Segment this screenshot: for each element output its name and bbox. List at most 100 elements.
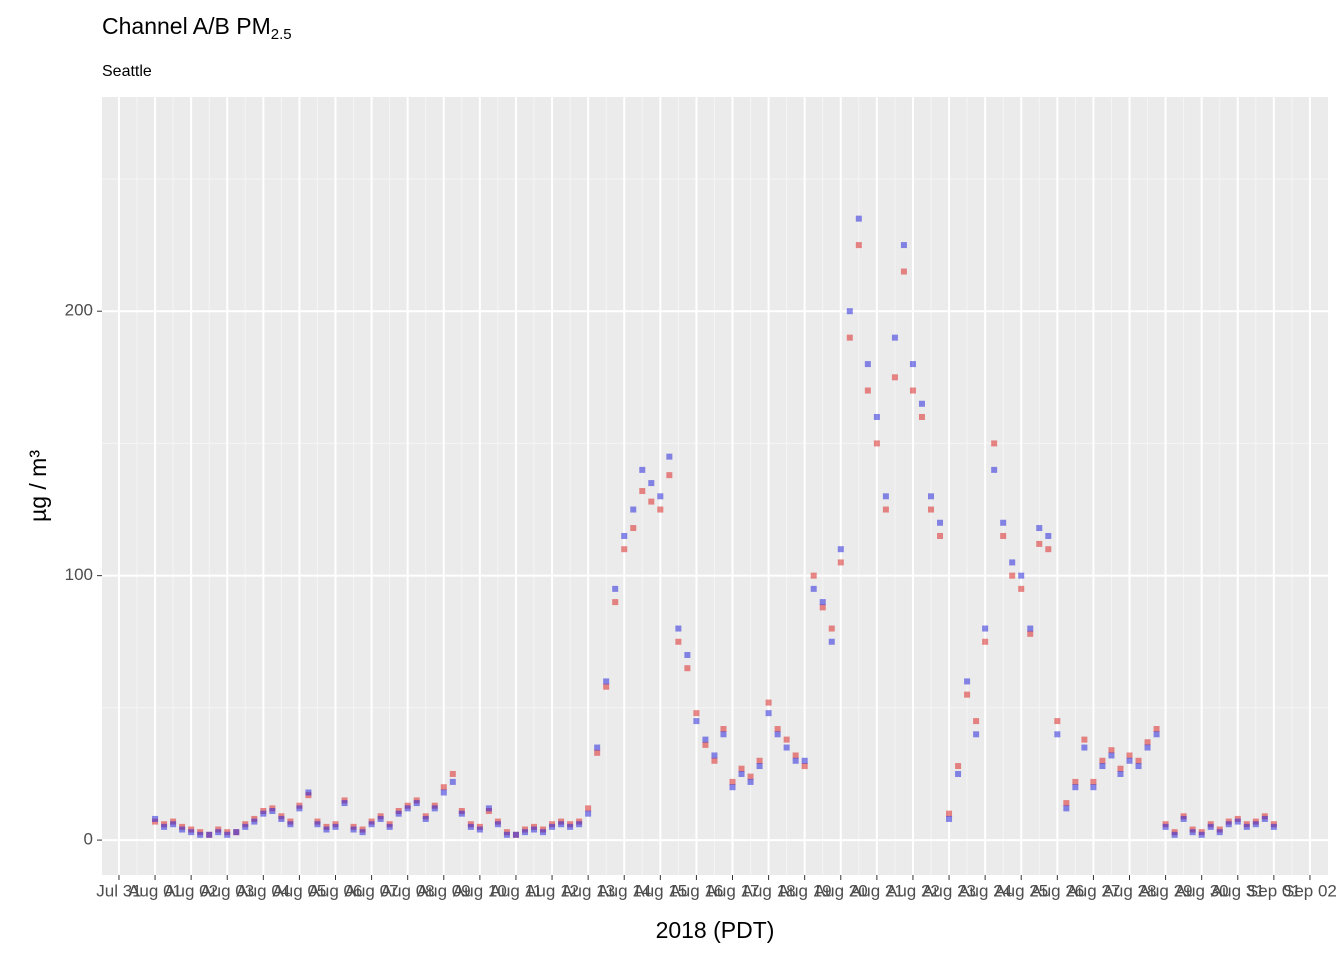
- panel: [102, 97, 1328, 875]
- data-point: [937, 532, 944, 539]
- data-point: [1153, 731, 1160, 738]
- data-point: [639, 466, 646, 473]
- data-point: [612, 599, 619, 606]
- data-point: [928, 493, 935, 500]
- data-point: [1090, 784, 1097, 791]
- data-point: [801, 757, 808, 764]
- data-point: [206, 831, 213, 838]
- data-point: [1198, 831, 1205, 838]
- data-point: [819, 604, 826, 611]
- data-point: [855, 215, 862, 222]
- data-point: [738, 765, 745, 772]
- data-point: [395, 810, 402, 817]
- data-point: [1153, 726, 1160, 733]
- y-tick-label: 100: [65, 565, 93, 584]
- data-point: [476, 826, 483, 833]
- data-point: [1126, 752, 1133, 759]
- data-point: [991, 466, 998, 473]
- data-point: [729, 778, 736, 785]
- data-point: [440, 784, 447, 791]
- x-tick-label: Aug 18: [742, 881, 796, 900]
- data-point: [666, 453, 673, 460]
- x-tick-label: Aug 12: [525, 881, 579, 900]
- data-point: [359, 829, 366, 836]
- data-point: [242, 823, 249, 830]
- data-point: [404, 805, 411, 812]
- x-tick-label: Aug 23: [922, 881, 976, 900]
- x-tick-label: Aug 07: [345, 881, 399, 900]
- x-tick-label: Sep 02: [1283, 881, 1337, 900]
- data-point: [494, 821, 501, 828]
- data-point: [449, 778, 456, 785]
- x-tick-label: Aug 21: [850, 881, 904, 900]
- data-point: [485, 805, 492, 812]
- data-point: [657, 506, 664, 513]
- x-tick-label: Aug 22: [886, 881, 940, 900]
- data-point: [314, 821, 321, 828]
- data-point: [170, 821, 177, 828]
- data-point: [973, 718, 980, 725]
- x-tick-label: Aug 02: [164, 881, 218, 900]
- data-point: [368, 821, 375, 828]
- x-tick-label: Aug 16: [669, 881, 723, 900]
- data-point: [1180, 815, 1187, 822]
- data-point: [1009, 559, 1016, 566]
- data-point: [756, 757, 763, 764]
- data-point: [729, 784, 736, 791]
- data-point: [1144, 739, 1151, 746]
- data-point: [1243, 823, 1250, 830]
- data-point: [1036, 525, 1043, 532]
- data-point: [215, 829, 222, 836]
- data-point: [603, 678, 610, 685]
- x-tick-label: Aug 05: [272, 881, 326, 900]
- data-point: [756, 763, 763, 770]
- data-point: [377, 815, 384, 822]
- data-point: [810, 585, 817, 592]
- data-point: [1135, 757, 1142, 764]
- data-point: [1054, 718, 1061, 725]
- data-point: [801, 763, 808, 770]
- data-point: [765, 699, 772, 706]
- data-point: [955, 763, 962, 770]
- x-tick-label: Jul 31: [96, 881, 141, 900]
- x-tick-label: Aug 24: [958, 881, 1012, 900]
- data-point: [1108, 747, 1115, 754]
- data-point: [549, 823, 556, 830]
- data-point: [973, 731, 980, 738]
- data-point: [828, 638, 835, 645]
- data-point: [765, 710, 772, 717]
- x-tick-label: Aug 09: [417, 881, 471, 900]
- data-point: [711, 752, 718, 759]
- data-point: [747, 778, 754, 785]
- data-point: [1063, 805, 1070, 812]
- data-point: [612, 585, 619, 592]
- data-point: [639, 488, 646, 495]
- data-point: [675, 638, 682, 645]
- data-point: [1099, 757, 1106, 764]
- x-tick-label: Aug 29: [1139, 881, 1193, 900]
- data-point: [594, 749, 601, 756]
- data-point: [521, 829, 528, 836]
- data-point: [341, 800, 348, 807]
- data-point: [350, 826, 357, 833]
- x-tick-label: Aug 26: [1030, 881, 1084, 900]
- title-main: Channel A/B PM: [102, 13, 271, 39]
- x-tick-label: Aug 28: [1103, 881, 1157, 900]
- x-tick-label: Aug 15: [633, 881, 687, 900]
- data-point: [1117, 765, 1124, 772]
- data-point: [891, 374, 898, 381]
- data-point: [1135, 763, 1142, 770]
- data-point: [873, 440, 880, 447]
- data-point: [1171, 831, 1178, 838]
- data-point: [783, 736, 790, 743]
- data-point: [774, 731, 781, 738]
- x-tick-label: Aug 14: [597, 881, 651, 900]
- data-point: [882, 493, 889, 500]
- data-point: [233, 829, 240, 836]
- y-tick-label: 0: [84, 830, 93, 849]
- data-point: [909, 387, 916, 394]
- data-point: [702, 741, 709, 748]
- data-point: [918, 413, 925, 420]
- chart-subtitle: Seattle: [102, 63, 152, 80]
